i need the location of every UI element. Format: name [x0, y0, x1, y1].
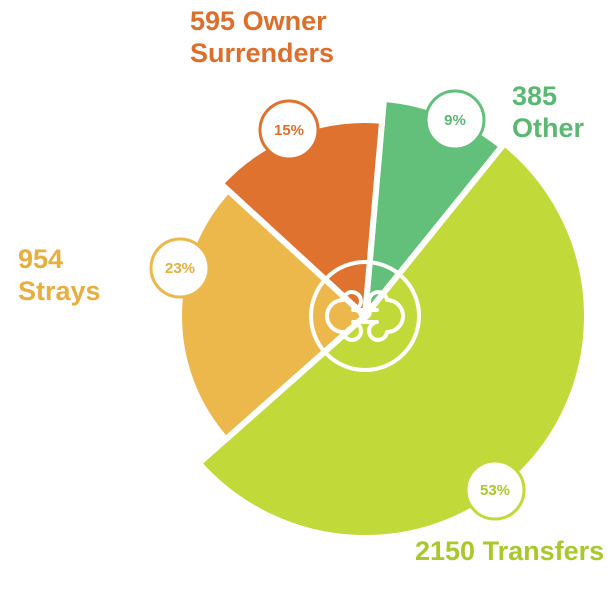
percent-label: 9% [444, 112, 466, 129]
slice-label: 954 Strays [18, 243, 128, 307]
page: 9%53%23%15% (() => { const data = JSON.p… [0, 0, 614, 607]
slice-label: 595 Owner Surrenders [190, 5, 390, 69]
slices [179, 99, 587, 538]
category-label: Other [512, 113, 584, 143]
slice-label: 385 Other [512, 80, 614, 144]
percent-label: 53% [480, 482, 510, 499]
value-label: 385 [512, 81, 557, 111]
value-label: 954 [18, 244, 63, 274]
percent-label: 15% [274, 122, 304, 139]
category-label: Transfers [483, 536, 605, 566]
value-label: 595 [190, 6, 235, 36]
slice-label: 2150 Transfers [415, 535, 605, 567]
percent-label: 23% [165, 260, 195, 277]
category-label: Strays [18, 276, 101, 306]
value-label: 2150 [415, 536, 475, 566]
